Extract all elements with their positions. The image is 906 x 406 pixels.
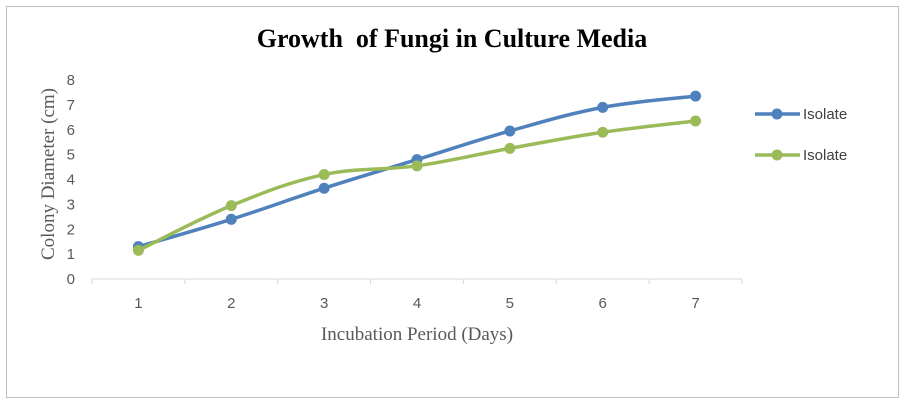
data-point [132,244,144,256]
data-point [597,126,609,138]
data-point [690,115,702,127]
data-point [504,142,516,154]
x-tick-label: 2 [227,295,235,312]
series-layer [132,90,702,256]
y-axis-title: Colony Diameter (cm) [38,88,59,260]
legend-label: Isolate [803,147,847,164]
x-tick-label: 5 [506,295,514,312]
data-point [690,90,702,102]
y-tick-label: 7 [67,97,75,114]
y-tick-label: 3 [67,196,75,213]
x-tick-label: 7 [691,295,699,312]
y-tick-label: 1 [67,246,75,263]
x-tick-label: 4 [413,295,421,312]
data-point [411,160,423,172]
y-axis-ticks: 0 1 2 3 4 5 6 7 8 [67,72,75,288]
y-tick-label: 5 [67,147,75,164]
data-point [318,182,330,194]
series-line [136,119,698,253]
series-2 [132,115,702,256]
x-tick-label: 1 [134,295,142,312]
legend-item: Isolate [755,106,847,123]
data-point [318,169,330,181]
legend-item: Isolate [755,147,847,164]
chart-title: Growth of Fungi in Culture Media [257,24,648,53]
x-axis-title: Incubation Period (Days) [321,324,513,345]
data-point [225,213,237,225]
legend: Isolate Isolate [755,106,847,164]
y-tick-label: 2 [67,221,75,238]
legend-marker [771,149,783,161]
y-tick-label: 4 [67,172,75,189]
series-1 [132,90,702,253]
legend-label: Isolate [803,106,847,123]
x-axis: 1 2 3 4 5 6 7 [91,278,743,312]
data-point [504,125,516,137]
data-point [597,101,609,113]
chart-frame [6,6,899,398]
x-tick-label: 6 [599,295,607,312]
y-tick-label: 6 [67,122,75,139]
y-tick-label: 8 [67,72,75,89]
series-line [136,94,698,249]
x-tick-label: 3 [320,295,328,312]
y-tick-label: 0 [67,271,75,288]
legend-marker [771,108,783,120]
data-point [225,200,237,212]
